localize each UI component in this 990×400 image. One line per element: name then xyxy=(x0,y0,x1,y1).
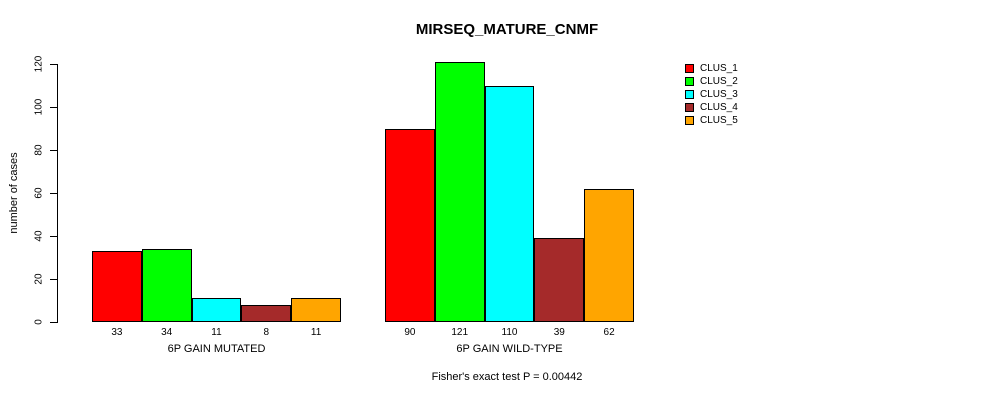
bar-clus_4-group1 xyxy=(241,304,292,322)
y-tick-label: 100 xyxy=(33,98,45,116)
bar-clus_3-group2 xyxy=(484,85,535,322)
y-tick xyxy=(50,235,57,237)
legend-swatch-clus_2 xyxy=(685,77,694,86)
y-tick-label: 120 xyxy=(33,55,45,73)
bar-value-label: 34 xyxy=(161,327,173,338)
bar-clus_5-group2 xyxy=(584,188,634,322)
y-tick-label: 0 xyxy=(33,319,45,325)
bar-value-label: 33 xyxy=(111,327,123,338)
legend-label: CLUS_4 xyxy=(700,102,738,113)
y-tick xyxy=(50,192,57,194)
legend-label: CLUS_5 xyxy=(700,115,738,126)
y-tick-label: 80 xyxy=(33,144,45,156)
y-tick xyxy=(50,149,57,151)
legend-label: CLUS_1 xyxy=(700,63,738,74)
legend-item: CLUS_3 xyxy=(685,88,738,101)
bar-value-label: 62 xyxy=(603,327,615,338)
legend-item: CLUS_5 xyxy=(685,114,738,127)
legend-swatch-clus_1 xyxy=(685,64,694,73)
bar-value-label: 90 xyxy=(404,327,416,338)
legend-swatch-clus_4 xyxy=(685,103,694,112)
y-tick-label: 40 xyxy=(33,230,45,242)
legend-swatch-clus_5 xyxy=(685,116,694,125)
bar-value-label: 121 xyxy=(451,327,469,338)
bar-value-label: 110 xyxy=(501,327,518,338)
x-category-label: 6P GAIN WILD-TYPE xyxy=(456,343,563,355)
legend: CLUS_1 CLUS_2 CLUS_3 CLUS_4 CLUS_5 xyxy=(685,62,738,127)
legend-label: CLUS_2 xyxy=(700,76,738,87)
x-category-label: 6P GAIN MUTATED xyxy=(167,343,266,355)
bar-value-label: 11 xyxy=(310,327,322,338)
bar-value-label: 11 xyxy=(211,327,222,338)
legend-label: CLUS_3 xyxy=(700,89,738,100)
legend-item: CLUS_4 xyxy=(685,101,738,114)
bar-value-label: 39 xyxy=(553,327,565,338)
y-tick xyxy=(50,63,57,65)
y-axis-line xyxy=(57,64,58,323)
y-tick xyxy=(50,321,57,323)
bar-clus_1-group1 xyxy=(92,251,142,322)
bar-clus_1-group2 xyxy=(385,128,435,322)
bar-clus_2-group2 xyxy=(434,61,485,322)
legend-swatch-clus_3 xyxy=(685,90,694,99)
bar-value-label: 8 xyxy=(263,327,270,338)
bar-clus_5-group1 xyxy=(291,298,341,322)
bar-clus_3-group1 xyxy=(191,298,242,322)
y-tick xyxy=(50,278,57,280)
y-tick-label: 60 xyxy=(33,187,45,199)
y-tick xyxy=(50,106,57,108)
fisher-test-annotation: Fisher's exact test P = 0.00442 xyxy=(431,371,583,383)
chart-title: MIRSEQ_MATURE_CNMF xyxy=(415,21,599,38)
bar-clus_2-group1 xyxy=(141,248,192,322)
y-tick-label: 20 xyxy=(33,273,45,285)
bar-clus_4-group2 xyxy=(534,238,585,322)
legend-item: CLUS_1 xyxy=(685,62,738,75)
legend-item: CLUS_2 xyxy=(685,75,738,88)
